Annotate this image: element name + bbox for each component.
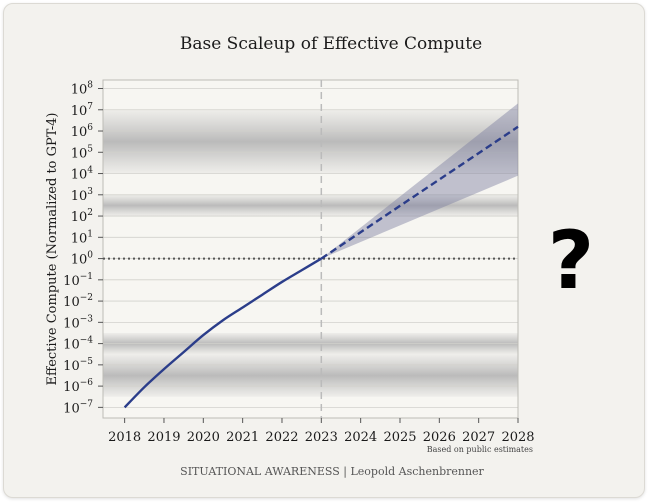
plot-border — [102, 79, 519, 419]
historical-line — [123, 257, 322, 409]
shaded-row-1 — [103, 109, 518, 174]
y-tick-label: 105 — [71, 144, 94, 161]
x-tick-label: 2024 — [344, 430, 377, 445]
x-tick-label: 2019 — [147, 430, 180, 445]
y-tick-label: 100 — [71, 251, 94, 268]
y-axis-ticks: 10−7 10−6 10−5 10−4 10−3 10−2 10−1 100 101 102 103… — [63, 81, 103, 416]
shaded-row-0 — [103, 194, 518, 217]
x-tick-label: 2028 — [501, 430, 534, 445]
source-annotation: Based on public estimates — [427, 445, 533, 454]
y-tick-label: 107 — [71, 102, 94, 119]
y-tick-label: 10−1 — [63, 272, 93, 289]
series-lines — [123, 125, 519, 409]
y-axis-label: Effective Compute (Normalized to GPT-4) — [45, 112, 60, 385]
x-tick-label: 2026 — [423, 430, 456, 445]
x-axis-ticks: 2018 2019 2020 2021 2022 2023 2024 2025 2026 2027… — [108, 418, 535, 445]
y-tick-label: 10−2 — [63, 293, 93, 310]
y-tick-label: 104 — [71, 166, 94, 183]
y-tick-label: 10−3 — [63, 314, 93, 331]
y-tick-label: 10−4 — [63, 336, 93, 353]
y-tick-label: 10−7 — [63, 399, 93, 416]
y-tick-label: 108 — [71, 81, 94, 98]
footer-credit: SITUATIONAL AWARENESS | Leopold Aschenbr… — [180, 465, 484, 479]
shaded-row-3 — [103, 354, 518, 397]
projection-line — [320, 125, 519, 260]
x-tick-label: 2020 — [187, 430, 220, 445]
y-tick-label: 106 — [71, 123, 94, 140]
chart-title: Base Scaleup of Effective Compute — [180, 34, 482, 54]
x-tick-label: 2027 — [462, 430, 495, 445]
y-tick-label: 10−5 — [63, 357, 93, 374]
x-tick-label: 2022 — [265, 430, 298, 445]
y-tick-label: 102 — [71, 208, 93, 225]
x-tick-label: 2021 — [226, 430, 259, 445]
y-tick-label: 10−6 — [63, 378, 93, 395]
y-tick-label: 101 — [71, 229, 93, 246]
x-tick-label: 2025 — [383, 430, 416, 445]
uncertainty-band-area — [321, 103, 518, 259]
x-tick-label: 2023 — [305, 430, 338, 445]
reference-lines — [103, 80, 518, 418]
y-tick-label: 103 — [71, 187, 94, 204]
uncertainty-band — [321, 103, 518, 259]
x-tick-label: 2018 — [108, 430, 141, 445]
question-mark: ? — [548, 214, 594, 307]
